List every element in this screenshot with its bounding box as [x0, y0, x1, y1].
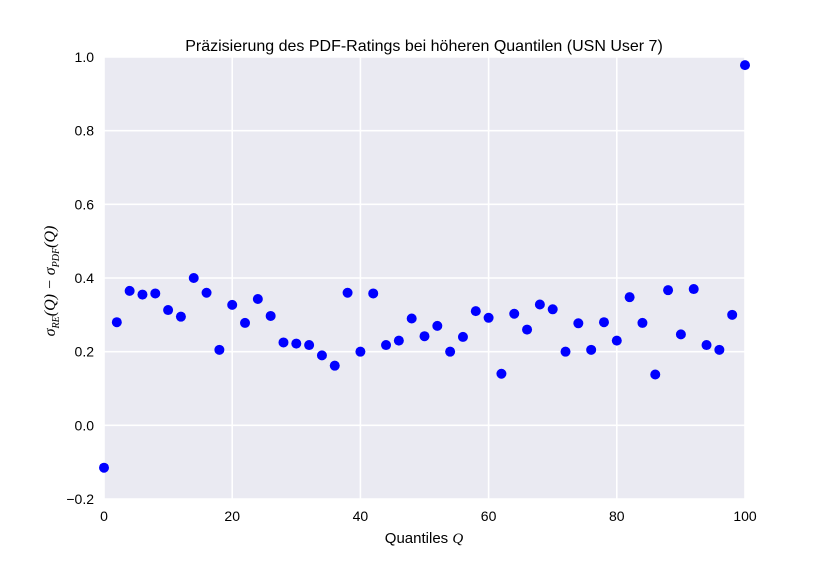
data-point	[586, 344, 597, 355]
data-point	[163, 305, 174, 316]
data-point	[111, 317, 122, 328]
data-point	[355, 346, 366, 357]
data-point	[598, 317, 609, 328]
grid-lines	[103, 56, 746, 500]
data-point	[381, 340, 392, 351]
data-point	[150, 288, 161, 299]
y-tick-label: 0.0	[75, 417, 95, 433]
data-point	[393, 335, 404, 346]
data-point	[188, 273, 199, 283]
data-point	[573, 318, 584, 329]
x-tick-label: 0	[100, 508, 108, 524]
x-tick-label: 80	[609, 508, 625, 524]
data-point	[470, 306, 481, 317]
x-tick-label: 40	[353, 508, 369, 524]
data-point	[329, 360, 340, 371]
data-point	[265, 310, 276, 321]
data-point	[445, 346, 456, 357]
data-point	[483, 312, 494, 323]
x-tick-label: 20	[224, 508, 240, 524]
data-point	[714, 344, 725, 355]
data-point	[611, 335, 622, 346]
data-point	[201, 287, 212, 298]
y-tick-label: 0.6	[75, 196, 95, 212]
data-points	[99, 60, 750, 473]
data-point	[496, 368, 507, 379]
data-point	[278, 337, 289, 348]
data-point	[457, 331, 468, 342]
data-point	[740, 60, 750, 71]
data-point	[675, 329, 686, 340]
x-axis-label-math: Q	[452, 531, 463, 547]
x-axis-label: Quantiles Q	[385, 530, 464, 547]
chart-title: Präzisierung des PDF-Ratings bei höheren…	[185, 38, 663, 55]
y-tick-label: 1.0	[75, 49, 95, 65]
data-point	[624, 292, 635, 303]
data-point	[252, 293, 263, 304]
data-point	[650, 369, 661, 380]
data-point	[547, 304, 558, 315]
x-tick-label: 60	[481, 508, 497, 524]
data-point	[304, 340, 315, 351]
data-point	[637, 317, 648, 328]
data-point	[240, 317, 251, 328]
y-axis-ticks: −0.2 0.0 0.2 0.4 0.6 0.8 1.0	[66, 49, 94, 507]
x-tick-label: 100	[733, 508, 757, 524]
data-point	[688, 284, 699, 295]
data-point	[175, 311, 186, 322]
data-point	[406, 313, 417, 324]
data-point	[124, 285, 135, 296]
data-point	[419, 331, 430, 342]
y-tick-label: 0.8	[75, 123, 95, 139]
data-point	[534, 299, 545, 310]
x-axis-ticks: 0 20 40 60 80 100	[100, 508, 757, 524]
y-axis-label: σRE(Q) − σPDF(Q)	[42, 226, 62, 337]
data-point	[214, 344, 225, 355]
svg-text:σRE(Q) − σPDF(Q): σRE(Q) − σPDF(Q)	[42, 226, 62, 337]
data-point	[316, 350, 327, 361]
data-point	[663, 285, 674, 296]
data-point	[227, 299, 238, 310]
y-tick-label: 0.2	[75, 344, 95, 360]
data-point	[509, 308, 520, 319]
data-point	[701, 340, 712, 351]
data-point	[432, 320, 443, 331]
data-point	[522, 324, 533, 335]
data-point	[99, 462, 109, 473]
data-point	[727, 309, 738, 320]
data-point	[560, 346, 571, 357]
data-point	[342, 287, 353, 298]
data-point	[368, 288, 379, 299]
data-point	[137, 289, 148, 300]
y-tick-label: −0.2	[66, 491, 94, 507]
data-point	[291, 338, 302, 349]
y-tick-label: 0.4	[75, 270, 95, 286]
x-axis-label-text: Quantiles	[385, 530, 453, 547]
